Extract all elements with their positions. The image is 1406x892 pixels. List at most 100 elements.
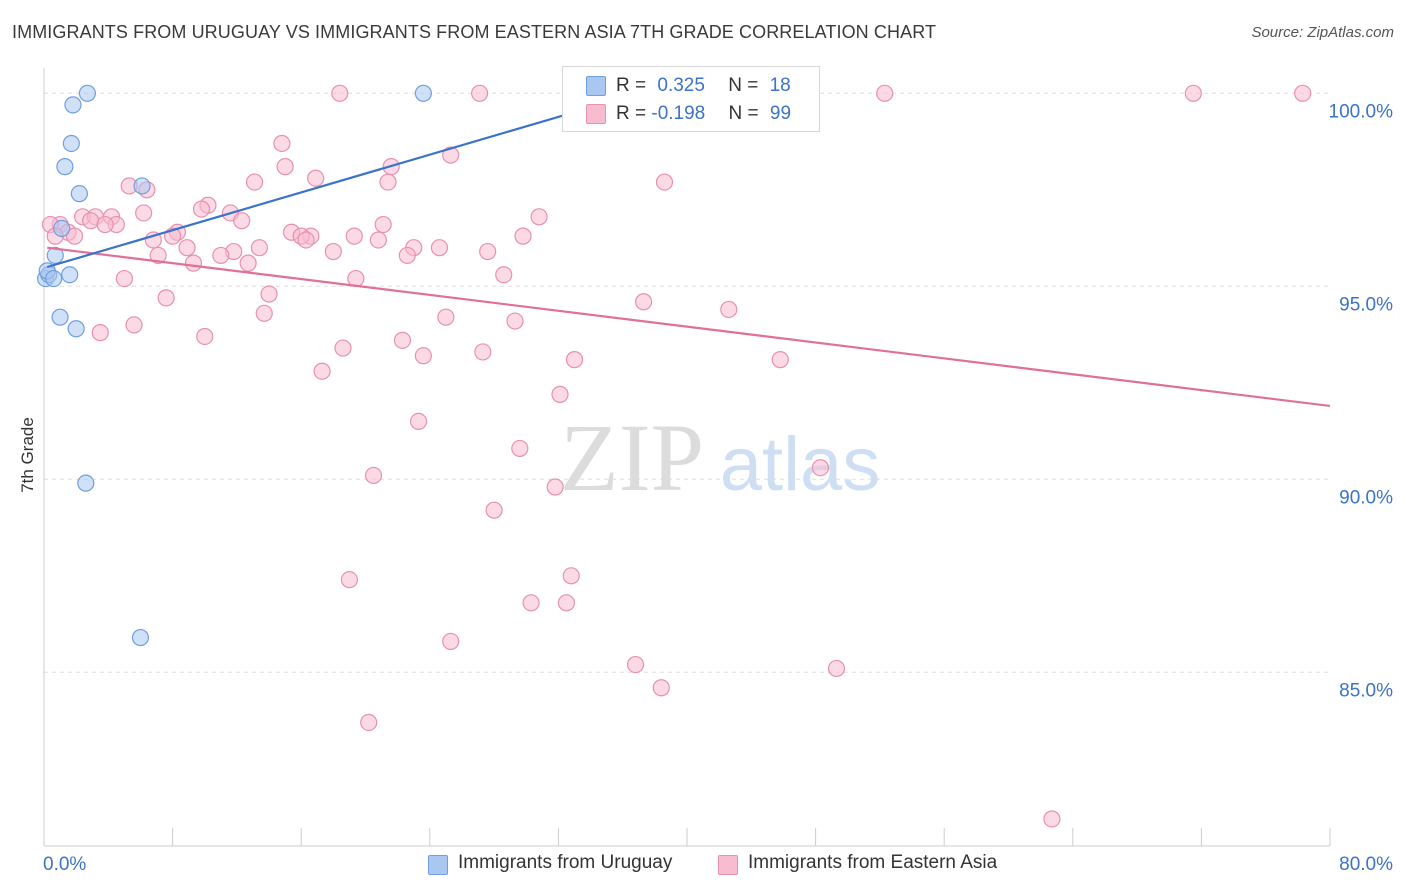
legend-r-value: 0.325 [657,75,705,96]
eastern-asia-point [522,594,540,612]
bottom-legend-label-eastern-asia: Immigrants from Eastern Asia [748,852,998,873]
eastern-asia-point [437,308,455,326]
uruguay-point [64,96,82,114]
eastern-asia-point [233,212,251,230]
legend-n-label: N = [728,103,764,124]
eastern-asia-point [276,158,294,176]
eastern-asia-point [485,501,503,519]
eastern-asia-point [562,567,580,585]
x-tick-label-max: 80.0% [1339,854,1393,875]
eastern-asia-point [442,146,460,164]
y-tick-label: 90.0% [1339,487,1393,508]
eastern-asia-point [409,412,428,430]
eastern-asia-point [273,134,291,153]
uruguay-point [51,308,69,326]
eastern-asia-point [364,466,383,485]
y-axis-label: 7th Grade [18,417,37,493]
eastern-asia-point [245,173,264,191]
eastern-asia-point [430,239,449,257]
legend-row-uruguay: R = 0.325 N = 18 [616,75,791,97]
eastern-asia-point [626,655,645,674]
bottom-legend-swatch-uruguay [428,855,448,875]
eastern-asia-point [239,254,257,272]
eastern-asia-point [313,362,331,380]
eastern-asia-point [324,242,342,261]
eastern-asia-point [369,231,387,249]
uruguay-point [414,84,432,102]
watermark-zip: ZIP [560,404,704,511]
legend-swatch-uruguay [586,76,606,96]
eastern-asia-point [255,304,273,322]
eastern-asia-point [135,204,153,222]
eastern-asia-point [495,266,513,284]
eastern-asia-point [360,713,378,732]
eastern-asia-point [184,254,203,272]
uruguay-point [131,628,150,647]
eastern-asia-point [398,246,416,265]
eastern-asia-point [149,246,167,265]
uruguay-point [46,246,64,265]
eastern-asia-point [771,351,789,369]
eastern-asia-point [91,324,109,342]
uruguay-trend-line [46,92,640,269]
eastern-asia-point [1294,84,1312,102]
eastern-asia-point [551,385,569,403]
uruguay-point [56,158,74,176]
eastern-asia-point [334,339,352,357]
eastern-asia-point [192,200,211,218]
eastern-asia-point [125,316,143,334]
eastern-asia-point [511,439,529,458]
axes: 100.0% 95.0% 90.0% 85.0% [43,68,1394,847]
eastern-asia-point [115,269,133,288]
eastern-asia-point [506,312,524,330]
y-tick-label: 100.0% [1329,101,1394,122]
legend-r-label: R = [616,75,652,96]
eastern-asia-point [1043,810,1061,828]
eastern-asia-point [331,84,349,102]
eastern-asia-point [876,84,894,102]
eastern-asia-point [634,293,653,311]
uruguay-point [78,84,97,102]
eastern-asia-point [393,331,412,349]
eastern-asia-point [297,231,315,249]
legend-row-eastern-asia: R = -0.198 N = 99 [616,103,791,125]
watermark-atlas: atlas [720,422,881,507]
legend-r-value: -0.198 [651,103,706,124]
eastern-asia-point [720,300,738,319]
uruguay-point [45,269,63,288]
uruguay-point [61,266,79,284]
eastern-asia-trend-line [47,246,1331,408]
eastern-asia-point [157,289,175,307]
eastern-asia-point [374,215,392,234]
legend-swatch-eastern-asia [586,104,606,124]
eastern-asia-point [82,212,100,230]
eastern-asia-point [565,351,584,369]
eastern-asia-point [414,347,432,365]
uruguay-point [133,177,151,195]
eastern-asia-point [471,84,489,102]
trend-lines [46,92,1331,408]
eastern-asia-point [479,242,497,261]
uruguay-point [70,185,88,203]
bottom-legend-label-uruguay: Immigrants from Uruguay [458,852,673,873]
eastern-asia-point [340,571,359,589]
eastern-asia-point [530,208,548,226]
y-tick-label: 95.0% [1339,294,1393,315]
legend-r-label: R = [616,103,652,124]
eastern-asia-point [379,173,397,191]
uruguay-point [77,474,95,492]
eastern-asia-point [514,227,532,245]
y-tick-label: 85.0% [1339,680,1393,701]
eastern-asia-point [655,173,674,191]
eastern-asia-point [1184,84,1202,102]
eastern-asia-point [96,215,114,234]
source-label: Source: ZipAtlas.com [1251,24,1394,41]
x-tick-label-min: 0.0% [43,854,86,875]
eastern-asia-point [307,169,325,187]
uruguay-point [62,134,80,153]
series-uruguay-points [37,84,432,647]
eastern-asia-point [442,632,460,651]
bottom-legend-swatch-eastern-asia [718,855,738,875]
eastern-asia-point [811,459,830,477]
